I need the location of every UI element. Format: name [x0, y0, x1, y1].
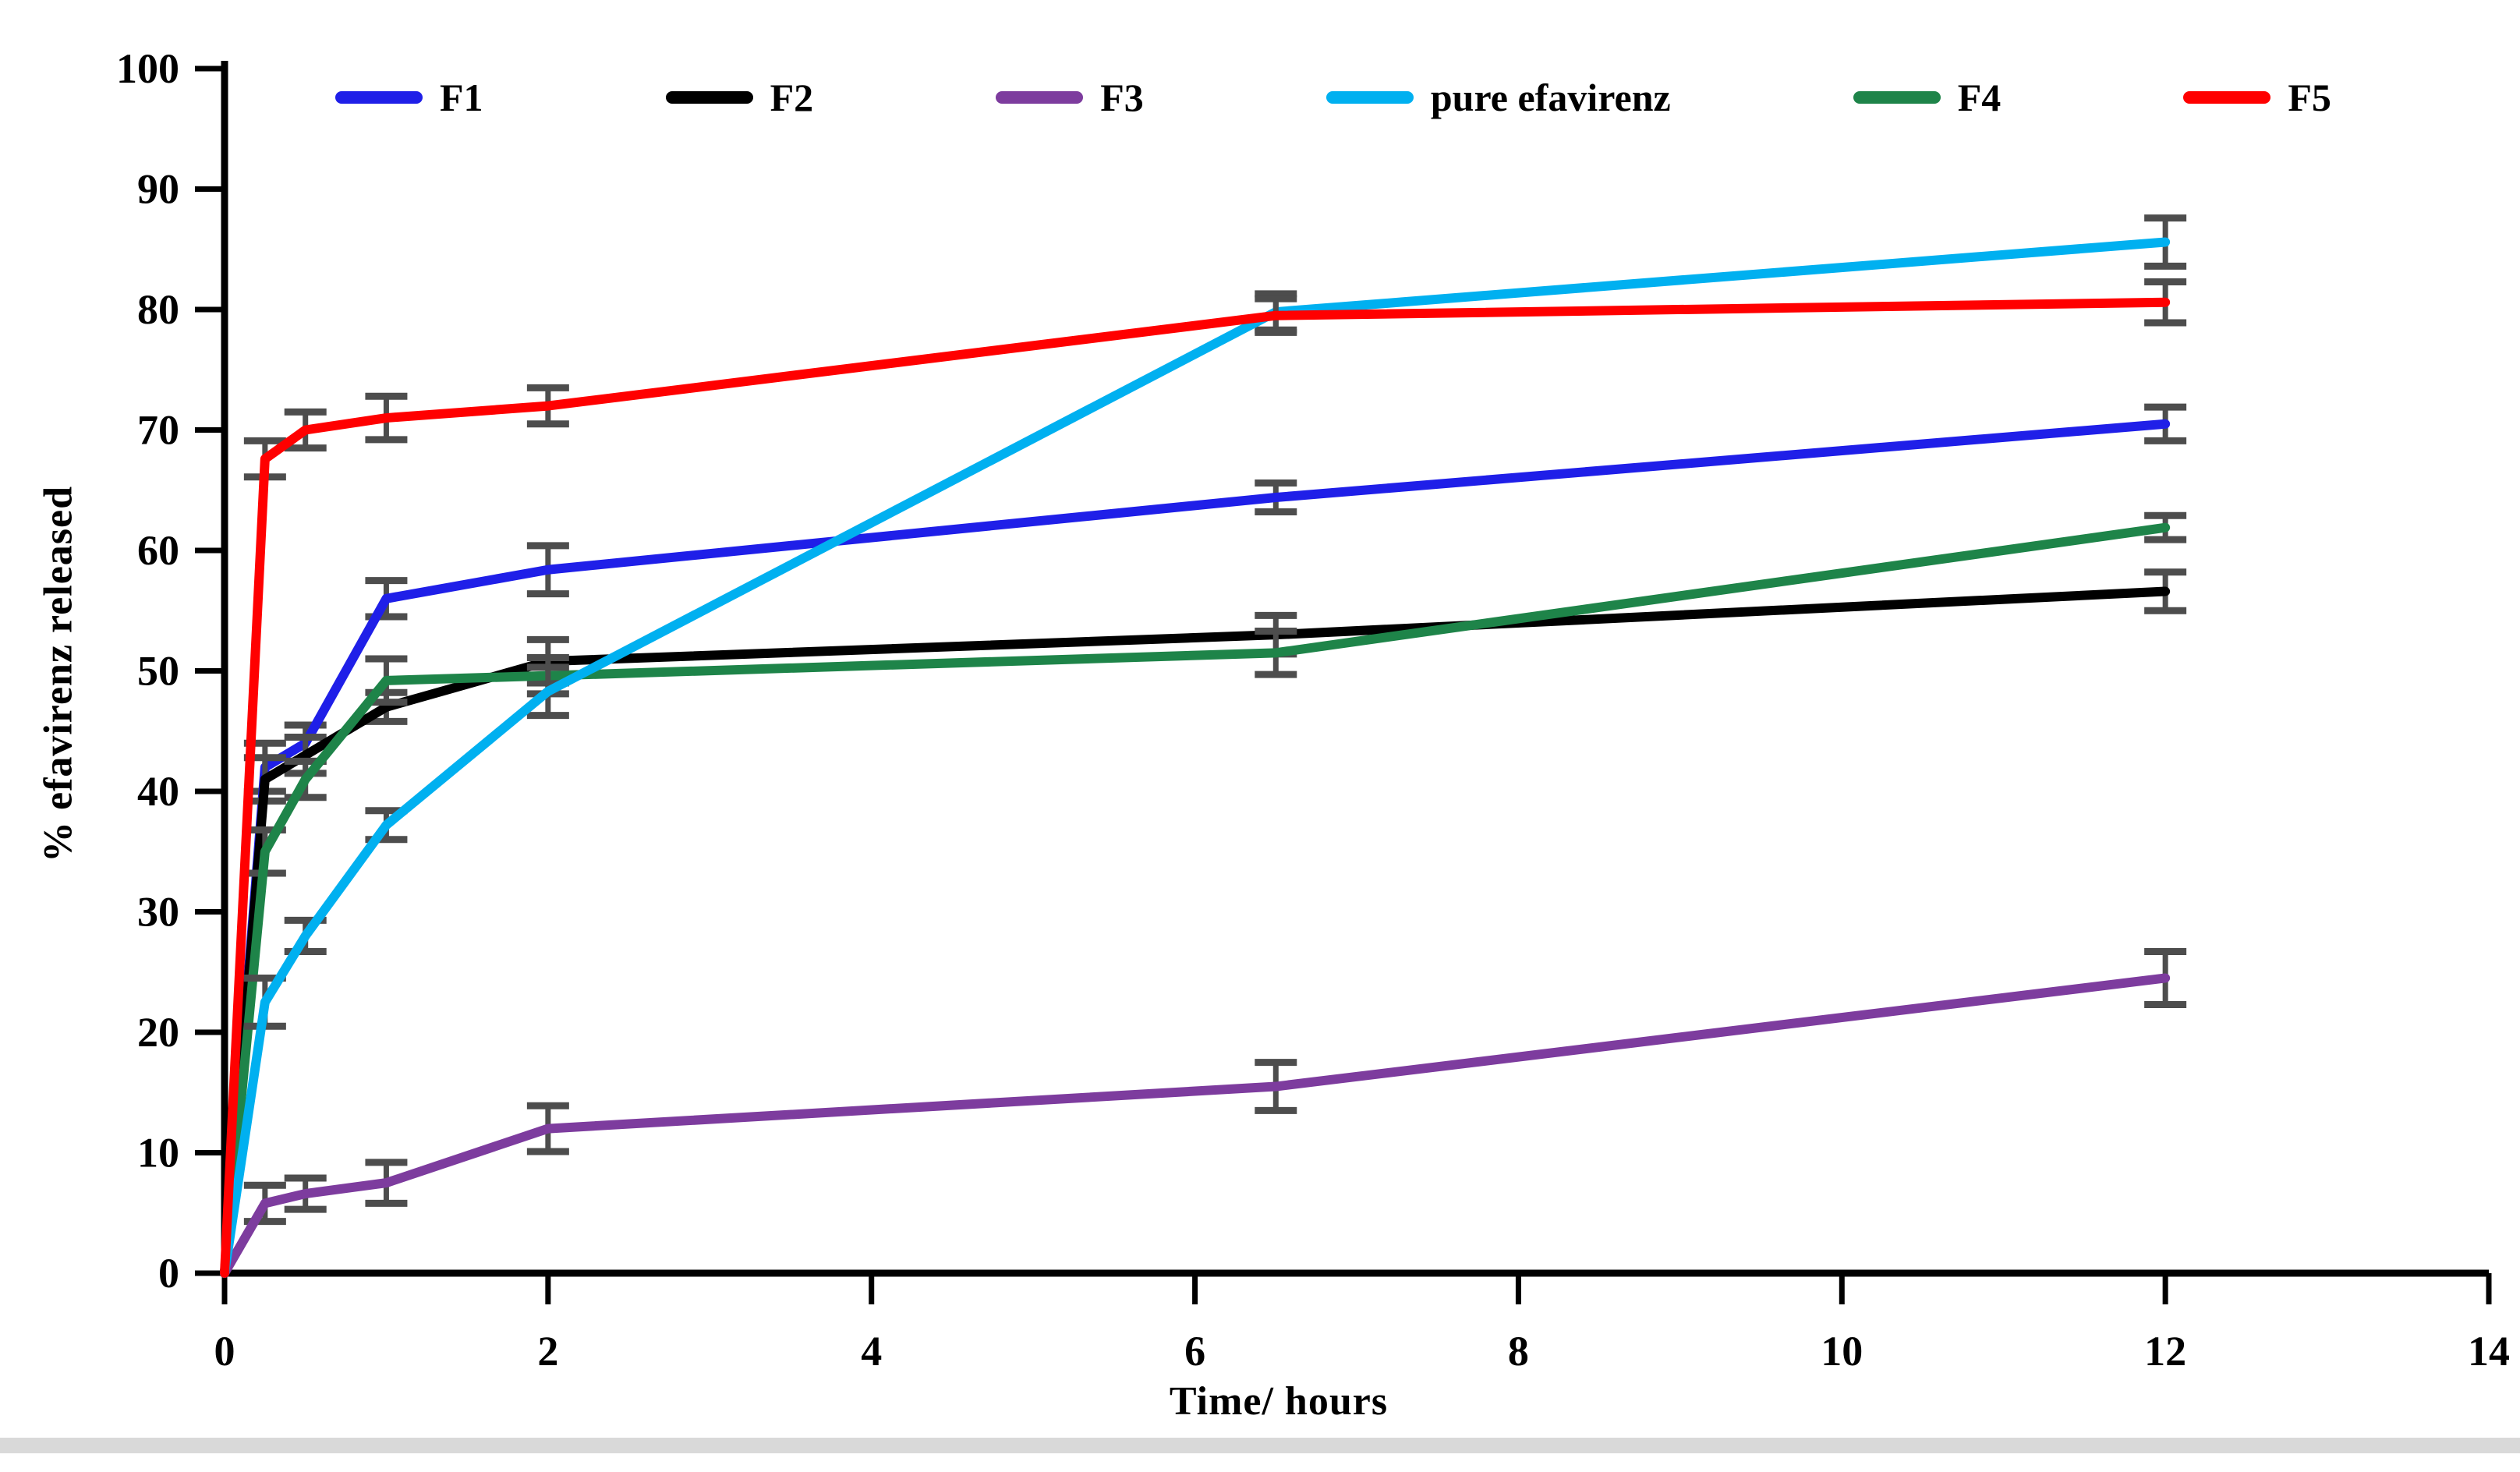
x-tick-label: 14	[2468, 1328, 2510, 1375]
y-tick-label: 90	[137, 166, 179, 213]
legend-label: F1	[440, 76, 483, 119]
y-tick-label: 20	[137, 1009, 179, 1056]
y-tick-label: 50	[137, 648, 179, 695]
y-tick-label: 80	[137, 286, 179, 333]
y-tick-label: 30	[137, 889, 179, 936]
x-tick-label: 2	[537, 1328, 558, 1375]
legend-swatch-icon	[1853, 91, 1941, 104]
legend-swatch-icon	[665, 91, 753, 104]
legend-item-F2: F2	[665, 76, 814, 119]
x-tick-label: 4	[861, 1328, 882, 1375]
series-line-F2	[220, 586, 2171, 1278]
y-tick-label: 60	[137, 527, 179, 574]
x-tick-label: 10	[1821, 1328, 1863, 1375]
legend-swatch-icon	[2183, 91, 2271, 104]
series-line-F3	[220, 973, 2171, 1278]
y-tick-label: 10	[137, 1130, 179, 1177]
legend-swatch-icon	[1325, 91, 1414, 104]
x-tick-label: 0	[214, 1328, 235, 1375]
legend-swatch-icon	[335, 91, 423, 104]
y-tick-label: 70	[137, 407, 179, 454]
x-axis-title: Time/ hours	[1169, 1379, 1389, 1424]
x-tick-label: 8	[1508, 1328, 1529, 1375]
legend-item-F3: F3	[996, 78, 1144, 117]
legend-item-F4: F4	[1853, 78, 2001, 117]
y-tick-label: 100	[116, 45, 179, 92]
y-tick-label: 40	[137, 768, 179, 815]
legend-swatch-icon	[996, 91, 1084, 104]
legend-label: F3	[1100, 76, 1144, 119]
x-tick-label: 12	[2144, 1328, 2186, 1375]
series-line-F1	[220, 419, 2171, 1278]
series-line-pure-efavirenz	[220, 237, 2171, 1278]
series-line-F4	[220, 522, 2171, 1278]
legend-label: F4	[1957, 76, 2001, 119]
x-tick-label: 6	[1184, 1328, 1205, 1375]
window-bottom-divider	[0, 1438, 2520, 1453]
legend-label: pure efavirenz	[1430, 76, 1671, 119]
y-axis-title: % efavirenz released	[36, 485, 81, 863]
legend-item-pure-efavirenz: pure efavirenz	[1325, 76, 1671, 119]
chart-legend: F1 F2 F3 pure efavirenz F4 F5	[335, 78, 2331, 117]
series-line-F5	[220, 297, 2171, 1278]
legend-item-F1: F1	[335, 78, 483, 117]
legend-item-F5: F5	[2183, 78, 2331, 117]
legend-label: F5	[2288, 76, 2331, 119]
legend-label: F2	[770, 76, 814, 119]
y-tick-label: 0	[158, 1250, 179, 1297]
